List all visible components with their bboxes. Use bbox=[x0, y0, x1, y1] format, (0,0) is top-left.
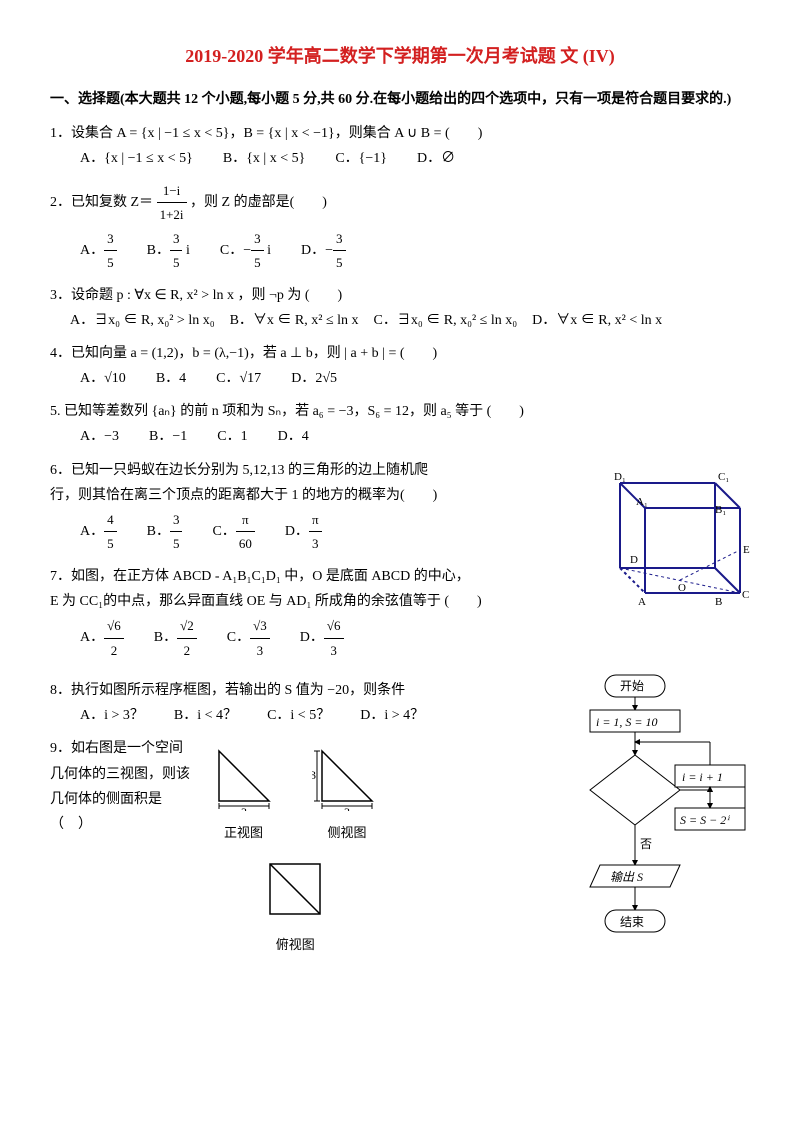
q1-opt-d: D．∅ bbox=[417, 146, 455, 171]
question-3: 3．设命题 p : ∀x ∈ R, x² > ln x ，则 ¬p 为 ( ) … bbox=[50, 283, 750, 333]
q5-opt-a: A．−3 bbox=[80, 424, 119, 449]
cube-figure: D₁ C₁ A₁ B₁ E D C O A B bbox=[600, 458, 750, 617]
svg-text:C₁: C₁ bbox=[718, 471, 729, 483]
question-5: 5. 已知等差数列 {aₙ} 的前 n 项和为 Sₙ，若 a₆ = −3，S₆ … bbox=[50, 399, 750, 449]
svg-text:S = S − 2ⁱ: S = S − 2ⁱ bbox=[680, 813, 730, 827]
svg-text:i = i + 1: i = i + 1 bbox=[682, 770, 723, 784]
q1-text: 1．设集合 A = {x | −1 ≤ x < 5}，B = {x | x < … bbox=[50, 121, 750, 146]
svg-text:结束: 结束 bbox=[620, 915, 644, 929]
q8-opt-c: C．i < 5？ bbox=[267, 703, 330, 728]
svg-text:输出 S: 输出 S bbox=[610, 870, 643, 884]
q5-opt-b: B．−1 bbox=[149, 424, 187, 449]
q1-opt-a: A．{x | −1 ≤ x < 5} bbox=[80, 146, 193, 171]
q6-opt-a: A．45 bbox=[80, 508, 117, 556]
q7-opt-c: C．√33 bbox=[227, 614, 270, 662]
svg-text:3: 3 bbox=[312, 768, 316, 782]
svg-text:3: 3 bbox=[344, 805, 350, 811]
svg-text:开始: 开始 bbox=[620, 679, 644, 693]
svg-text:i = 1, S = 10: i = 1, S = 10 bbox=[596, 715, 658, 729]
q2-opt-a: A．35 bbox=[80, 227, 117, 275]
q8-opt-b: B．i < 4？ bbox=[174, 703, 237, 728]
exam-title: 2019-2020 学年高二数学下学期第一次月考试题 文 (IV) bbox=[50, 40, 750, 72]
front-view: 3 正视图 bbox=[209, 741, 279, 844]
top-view: 俯视图 bbox=[260, 854, 330, 957]
svg-text:3: 3 bbox=[241, 805, 247, 811]
q2-prefix: 2．已知复数 Z＝ bbox=[50, 195, 153, 210]
section-1-heading: 一、选择题(本大题共 12 个小题,每小题 5 分,共 60 分.在每小题给出的… bbox=[50, 87, 750, 112]
q3-opt-b: B．∀x ∈ R, x² ≤ ln x bbox=[230, 308, 359, 333]
svg-text:A₁: A₁ bbox=[636, 496, 648, 508]
q4-opt-a: A．√10 bbox=[80, 366, 126, 391]
svg-text:C: C bbox=[742, 589, 749, 601]
q6-opt-d: D．π3 bbox=[285, 508, 322, 556]
q1-opt-b: B．{x | x < 5} bbox=[223, 146, 305, 171]
q2-frac: 1−i1+2i bbox=[157, 179, 187, 227]
q6-opt-b: B．35 bbox=[147, 508, 183, 556]
svg-text:否: 否 bbox=[640, 837, 652, 851]
flowchart-figure: 开始 i = 1, S = 10 是 S = S − 2ⁱ i = i + 1 bbox=[570, 670, 750, 999]
side-view: 3 3 侧视图 bbox=[312, 741, 382, 844]
svg-text:E: E bbox=[743, 544, 750, 556]
q8-opt-a: A．i > 3？ bbox=[80, 703, 144, 728]
q4-opt-b: B．4 bbox=[156, 366, 186, 391]
question-1: 1．设集合 A = {x | −1 ≤ x < 5}，B = {x | x < … bbox=[50, 121, 750, 171]
q5-text: 5. 已知等差数列 {aₙ} 的前 n 项和为 Sₙ，若 a₆ = −3，S₆ … bbox=[50, 399, 750, 424]
q5-opt-c: C．1 bbox=[217, 424, 247, 449]
q7-opt-d: D．√63 bbox=[300, 614, 344, 662]
q3-text: 3．设命题 p : ∀x ∈ R, x² > ln x ，则 ¬p 为 ( ) bbox=[50, 283, 750, 308]
svg-text:B: B bbox=[715, 596, 722, 608]
q7-opt-b: B．√22 bbox=[154, 614, 197, 662]
q3-opt-d: D．∀x ∈ R, x² < ln x bbox=[532, 308, 662, 333]
q6-opt-c: C．π60 bbox=[212, 508, 254, 556]
q2-suffix: ，则 Z 的虚部是( ) bbox=[190, 195, 327, 210]
q3-opt-c: C．∃x₀ ∈ R, x₀² ≤ ln x₀ bbox=[374, 308, 518, 333]
q5-opt-d: D．4 bbox=[278, 424, 309, 449]
q1-opt-c: C．{−1} bbox=[335, 146, 387, 171]
q4-opt-d: D．2√5 bbox=[291, 366, 337, 391]
three-views: 3 正视图 3 3 侧视图 俯视图 bbox=[194, 736, 398, 961]
svg-text:D: D bbox=[630, 554, 638, 566]
q9-text: 9．如右图是一个空间几何体的三视图，则该几何体的侧面积是（ ） bbox=[50, 736, 190, 837]
q2-opt-b: B．35 i bbox=[147, 227, 190, 275]
svg-text:D₁: D₁ bbox=[614, 471, 626, 483]
question-4: 4．已知向量 a = (1,2)，b = (λ,−1)，若 a ⊥ b，则 | … bbox=[50, 341, 750, 391]
q8-opt-d: D．i > 4？ bbox=[360, 703, 424, 728]
q7-opt-a: A．√62 bbox=[80, 614, 124, 662]
svg-text:B₁: B₁ bbox=[715, 504, 726, 516]
q3-opt-a: A．∃x₀ ∈ R, x₀² > ln x₀ bbox=[70, 308, 215, 333]
q2-opt-c: C．−35 i bbox=[220, 227, 271, 275]
svg-text:A: A bbox=[638, 596, 646, 608]
q4-text: 4．已知向量 a = (1,2)，b = (λ,−1)，若 a ⊥ b，则 | … bbox=[50, 341, 750, 366]
q4-opt-c: C．√17 bbox=[216, 366, 261, 391]
question-2: 2．已知复数 Z＝ 1−i1+2i ，则 Z 的虚部是( ) A．35 B．35… bbox=[50, 179, 750, 275]
svg-text:O: O bbox=[678, 582, 686, 594]
q2-opt-d: D．−35 bbox=[301, 227, 346, 275]
